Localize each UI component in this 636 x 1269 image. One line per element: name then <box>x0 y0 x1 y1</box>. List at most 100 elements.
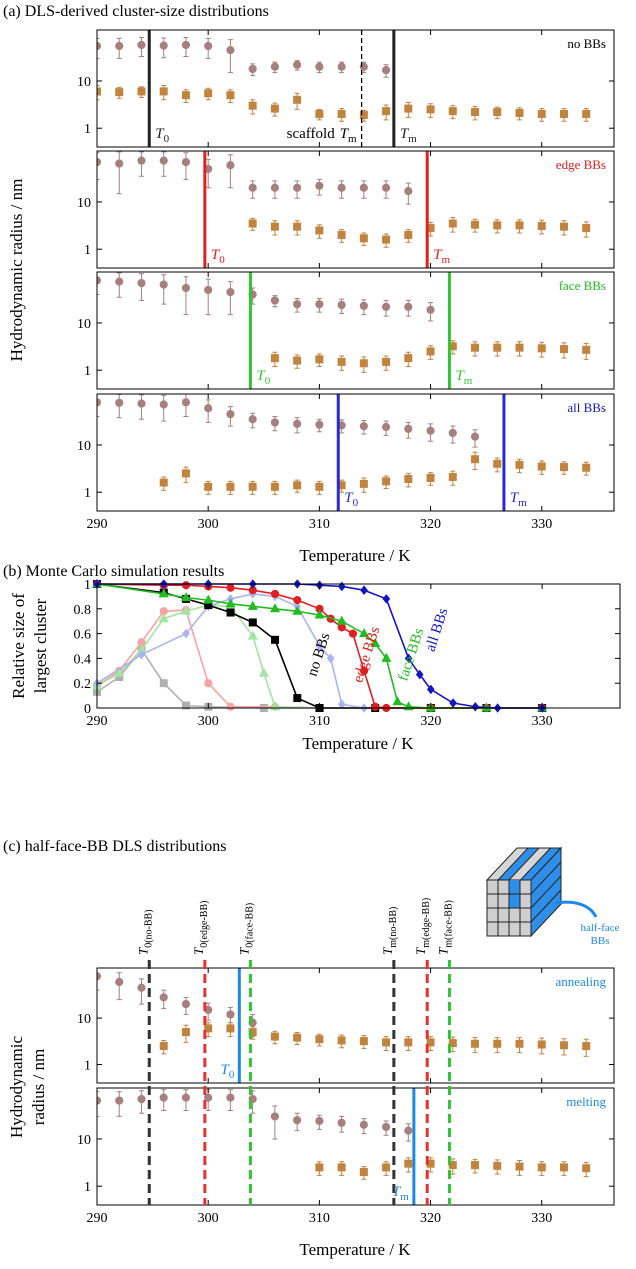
point <box>248 415 257 424</box>
line-label: scaffold Tm <box>287 126 357 145</box>
x-tick-label: 320 <box>420 714 441 729</box>
point <box>471 1039 480 1048</box>
series-annotation: all BBs <box>423 606 452 654</box>
error-bar <box>116 972 122 1001</box>
point <box>448 107 457 116</box>
point <box>270 104 279 113</box>
point <box>337 623 346 632</box>
point <box>315 1163 324 1172</box>
point <box>159 400 168 409</box>
label-symbol: T <box>155 126 165 142</box>
point <box>404 424 413 433</box>
x-tick-label: 330 <box>532 714 553 729</box>
x-tick-label: 300 <box>198 1211 219 1226</box>
point <box>404 302 413 311</box>
label-subscript: 0 <box>353 497 359 509</box>
point <box>582 1164 591 1173</box>
point <box>315 355 324 364</box>
point <box>559 1041 568 1050</box>
point <box>247 630 258 640</box>
label-prefix: scaffold <box>287 126 336 142</box>
point <box>471 108 480 117</box>
point <box>559 345 568 354</box>
point <box>115 277 124 286</box>
point <box>404 230 413 239</box>
error-bar <box>97 37 100 59</box>
point <box>426 684 435 695</box>
plot-area <box>97 968 591 1057</box>
point <box>359 1167 368 1176</box>
point <box>204 1093 213 1102</box>
point <box>225 598 236 608</box>
point <box>97 87 101 96</box>
point <box>226 702 235 711</box>
point <box>182 628 190 639</box>
x-tick-label: 330 <box>531 517 552 532</box>
point <box>493 108 502 117</box>
line-label: Tm(edge-BB) <box>413 898 432 955</box>
y-axis-label: radius / nm <box>29 1049 48 1126</box>
point <box>359 1120 368 1129</box>
point <box>181 157 191 167</box>
point <box>158 613 169 623</box>
line-label: T0(face-BB) <box>236 903 255 955</box>
point <box>181 91 190 100</box>
error-bar <box>272 1105 278 1140</box>
point <box>381 302 391 311</box>
point <box>359 1037 368 1046</box>
line-label: T0(no-BB) <box>135 909 154 955</box>
subplot-label: annealing <box>555 974 606 989</box>
point <box>270 222 279 231</box>
point <box>382 357 391 366</box>
subplot-label: melting <box>566 1094 606 1109</box>
point <box>559 109 568 118</box>
point <box>181 1028 190 1037</box>
label-symbol: T <box>236 947 251 955</box>
point <box>226 608 235 617</box>
error-bar <box>97 152 100 180</box>
point <box>493 221 502 230</box>
label-symbol: T <box>211 247 221 263</box>
point <box>470 432 480 441</box>
point <box>426 473 435 482</box>
label-subscript: m <box>464 375 473 387</box>
point <box>515 343 524 352</box>
point <box>582 224 591 233</box>
point <box>582 463 591 472</box>
line-label: Tm <box>392 1184 409 1203</box>
point <box>293 95 302 104</box>
error-bar <box>205 278 211 316</box>
point <box>293 419 302 428</box>
label-subscript: 0(no-BB) <box>143 909 154 947</box>
label-subscript: 0 <box>164 133 170 145</box>
point <box>515 108 524 117</box>
label-symbol: T <box>344 490 354 506</box>
line-label: Tm <box>400 126 417 145</box>
point <box>181 398 191 407</box>
label-symbol: T <box>380 947 395 955</box>
line-label: T0(edge-BB) <box>191 901 210 955</box>
inset-label: half-face <box>580 922 619 934</box>
point <box>137 983 146 992</box>
point <box>382 594 391 604</box>
error-bar <box>97 1091 100 1117</box>
y-tick-label: 1 <box>84 1180 91 1195</box>
point <box>426 347 435 356</box>
point <box>115 41 124 51</box>
subplot-label: face BBs <box>559 278 606 293</box>
point <box>271 635 280 644</box>
point <box>204 41 213 51</box>
point <box>159 1093 168 1102</box>
point <box>337 230 346 239</box>
label-symbol: T <box>400 126 410 142</box>
line-label: T0 <box>220 1062 234 1081</box>
point <box>381 652 392 662</box>
point <box>382 107 391 116</box>
label-symbol: T <box>220 1062 230 1078</box>
point <box>448 1039 457 1048</box>
point <box>159 41 168 50</box>
point <box>426 105 435 114</box>
line-label: Tm <box>510 490 527 509</box>
point <box>159 280 168 289</box>
